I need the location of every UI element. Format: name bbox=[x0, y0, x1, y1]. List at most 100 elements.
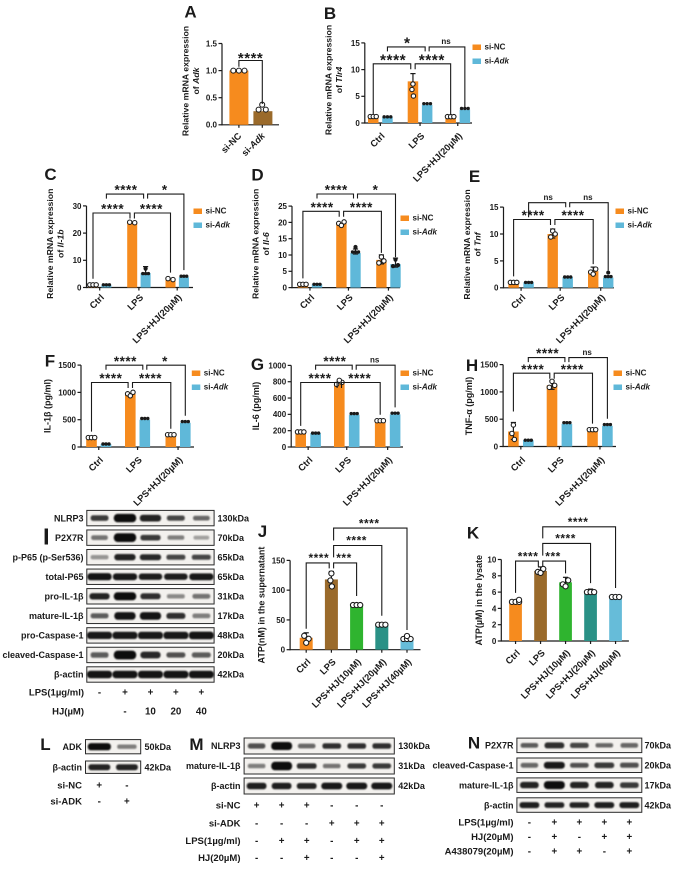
svg-text:-: - bbox=[528, 832, 531, 843]
svg-text:10: 10 bbox=[278, 251, 287, 260]
svg-text:***: *** bbox=[336, 551, 352, 565]
svg-text:-: - bbox=[355, 801, 358, 812]
svg-text:-: - bbox=[380, 801, 383, 812]
svg-text:0: 0 bbox=[282, 443, 287, 452]
svg-text:130kDa: 130kDa bbox=[398, 741, 431, 751]
svg-text:of Tnf: of Tnf bbox=[473, 231, 483, 256]
svg-text:-: - bbox=[255, 836, 258, 847]
svg-text:-: - bbox=[123, 707, 126, 718]
svg-text:****: **** bbox=[101, 202, 124, 217]
svg-text:1000: 1000 bbox=[480, 388, 498, 397]
svg-text:+: + bbox=[122, 688, 128, 699]
svg-text:+: + bbox=[254, 801, 260, 812]
svg-text:Relative mRNA expression: Relative mRNA expression bbox=[251, 189, 261, 299]
svg-text:0: 0 bbox=[72, 443, 77, 452]
svg-text:500: 500 bbox=[63, 416, 77, 425]
svg-text:H: H bbox=[466, 356, 478, 375]
svg-text:si-Adk: si-Adk bbox=[485, 57, 510, 66]
svg-text:42kDa: 42kDa bbox=[645, 800, 673, 810]
svg-text:20kDa: 20kDa bbox=[645, 760, 673, 770]
svg-text:ns: ns bbox=[583, 193, 593, 202]
svg-text:*: * bbox=[162, 183, 168, 198]
svg-text:150: 150 bbox=[272, 556, 286, 565]
svg-text:15: 15 bbox=[278, 235, 287, 244]
svg-text:Relative mRNA expression: Relative mRNA expression bbox=[45, 189, 55, 299]
svg-text:+: + bbox=[601, 818, 607, 829]
svg-text:p-P65 (p-Ser536): p-P65 (p-Ser536) bbox=[12, 552, 83, 562]
svg-text:β-actin: β-actin bbox=[54, 670, 84, 680]
svg-text:****: **** bbox=[536, 346, 559, 361]
svg-text:+: + bbox=[601, 832, 607, 843]
svg-text:0: 0 bbox=[283, 283, 288, 292]
svg-text:42kDa: 42kDa bbox=[145, 762, 173, 772]
svg-text:si-NC: si-NC bbox=[485, 43, 506, 52]
svg-text:31kDa: 31kDa bbox=[398, 761, 426, 771]
svg-text:TNF-α (pg/ml): TNF-α (pg/ml) bbox=[464, 377, 474, 436]
svg-text:*: * bbox=[373, 183, 379, 198]
svg-text:17kDa: 17kDa bbox=[218, 611, 246, 621]
svg-text:Relative mRNA expression: Relative mRNA expression bbox=[181, 26, 191, 136]
svg-text:mature-IL-1β: mature-IL-1β bbox=[459, 780, 514, 790]
svg-text:50kDa: 50kDa bbox=[145, 742, 173, 752]
svg-text:5: 5 bbox=[283, 267, 288, 276]
svg-text:+: + bbox=[354, 819, 360, 830]
svg-text:20kDa: 20kDa bbox=[218, 650, 246, 660]
svg-text:si-Adk: si-Adk bbox=[413, 228, 438, 237]
svg-text:+: + bbox=[379, 819, 385, 830]
svg-text:+: + bbox=[576, 847, 582, 858]
svg-text:****: **** bbox=[348, 371, 371, 386]
svg-text:total-P65: total-P65 bbox=[45, 572, 83, 582]
svg-text:A438079(20µM): A438079(20µM) bbox=[445, 847, 514, 858]
svg-text:of Tlr4: of Tlr4 bbox=[334, 67, 344, 94]
svg-text:200: 200 bbox=[273, 427, 287, 436]
svg-text:+: + bbox=[379, 853, 385, 864]
svg-text:β-actin: β-actin bbox=[53, 762, 83, 772]
svg-text:+: + bbox=[626, 818, 632, 829]
svg-text:****: **** bbox=[308, 371, 331, 386]
svg-text:+: + bbox=[173, 688, 179, 699]
svg-text:****: **** bbox=[380, 52, 407, 69]
svg-text:ns: ns bbox=[543, 193, 553, 202]
svg-text:+: + bbox=[552, 818, 558, 829]
svg-text:HJ(20µM): HJ(20µM) bbox=[198, 853, 240, 864]
svg-text:M: M bbox=[189, 735, 203, 754]
svg-text:HJ(µM): HJ(µM) bbox=[52, 707, 84, 718]
svg-text:+: + bbox=[329, 819, 335, 830]
svg-text:of Adk: of Adk bbox=[191, 66, 201, 94]
svg-text:HJ(20µM): HJ(20µM) bbox=[471, 832, 513, 843]
svg-text:ns: ns bbox=[370, 356, 380, 365]
svg-text:+: + bbox=[199, 688, 205, 699]
svg-text:****: **** bbox=[350, 200, 373, 215]
svg-text:+: + bbox=[148, 688, 154, 699]
svg-text:****: **** bbox=[561, 362, 584, 377]
svg-text:****: **** bbox=[99, 371, 122, 386]
svg-text:****: **** bbox=[114, 183, 137, 198]
svg-text:-: - bbox=[255, 853, 258, 864]
svg-text:1.0: 1.0 bbox=[206, 66, 218, 75]
svg-text:***: *** bbox=[545, 549, 561, 563]
svg-text:*: * bbox=[404, 35, 411, 52]
svg-text:0: 0 bbox=[281, 646, 286, 655]
svg-text:si-NC: si-NC bbox=[216, 801, 241, 812]
svg-text:P2X7R: P2X7R bbox=[485, 741, 514, 751]
svg-text:mature-IL-1β: mature-IL-1β bbox=[29, 611, 84, 621]
svg-text:E: E bbox=[469, 167, 480, 186]
svg-text:+: + bbox=[96, 781, 102, 792]
svg-text:-: - bbox=[305, 819, 308, 830]
svg-text:Relative mRNA expression: Relative mRNA expression bbox=[323, 25, 333, 135]
svg-text:+: + bbox=[576, 818, 582, 829]
svg-text:1000: 1000 bbox=[58, 388, 76, 397]
svg-text:P2X7R: P2X7R bbox=[55, 533, 84, 543]
svg-text:10: 10 bbox=[73, 256, 82, 265]
svg-text:si-Adk: si-Adk bbox=[626, 383, 651, 392]
svg-text:0: 0 bbox=[494, 284, 499, 293]
svg-text:****: **** bbox=[308, 551, 329, 565]
svg-text:IL-6 (pg/ml): IL-6 (pg/ml) bbox=[251, 382, 261, 431]
svg-text:****: **** bbox=[568, 515, 589, 529]
svg-text:G: G bbox=[251, 355, 264, 374]
svg-text:70kDa: 70kDa bbox=[218, 533, 246, 543]
svg-text:ATP(nM) in the supernatant: ATP(nM) in the supernatant bbox=[257, 547, 267, 664]
svg-text:B: B bbox=[324, 4, 336, 23]
svg-text:-: - bbox=[528, 847, 531, 858]
svg-text:0: 0 bbox=[492, 637, 497, 646]
